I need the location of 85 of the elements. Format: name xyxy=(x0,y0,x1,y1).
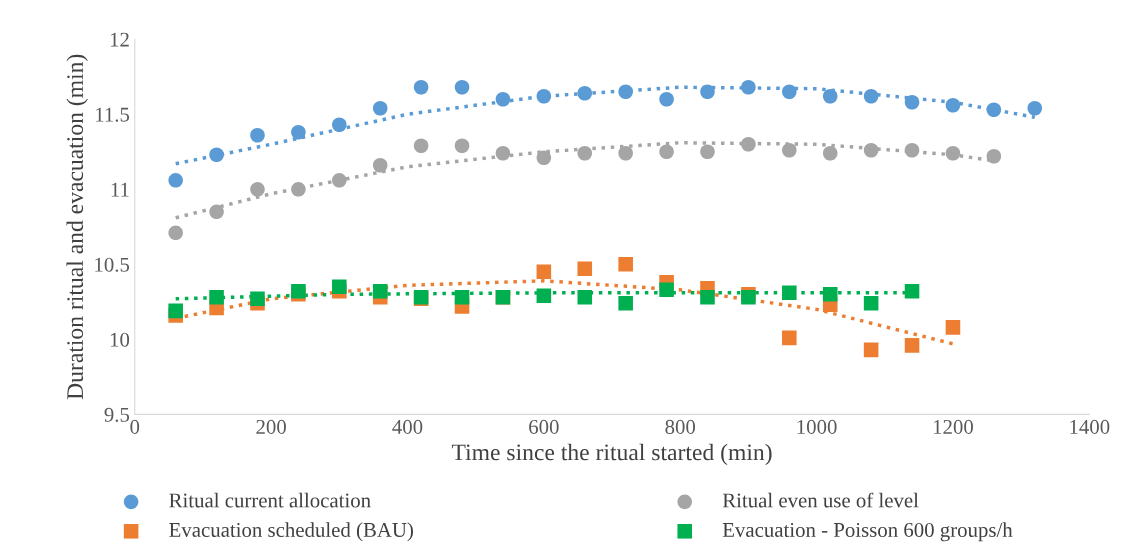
point xyxy=(536,288,552,304)
point xyxy=(291,124,306,140)
point xyxy=(372,157,388,173)
point xyxy=(741,136,756,152)
point xyxy=(863,142,879,158)
point xyxy=(413,79,429,95)
point xyxy=(577,85,593,101)
point xyxy=(332,117,347,133)
point xyxy=(577,290,593,305)
y-tick-label: 11 xyxy=(111,182,129,197)
point xyxy=(413,138,429,154)
y-tick-label: 9.5 xyxy=(104,407,130,422)
point xyxy=(577,261,593,277)
x-axis-title: Time since the ritual started (min) xyxy=(451,443,772,466)
point xyxy=(863,296,879,311)
point xyxy=(863,88,879,104)
x-tick-label: 1400 xyxy=(1070,419,1110,434)
point xyxy=(782,330,797,346)
x-tick-label: 0 xyxy=(130,419,140,434)
point xyxy=(700,84,715,100)
x-tick-label: 1200 xyxy=(933,419,973,434)
point xyxy=(945,97,961,113)
point xyxy=(904,94,920,110)
point xyxy=(209,147,224,163)
point xyxy=(945,145,961,161)
point xyxy=(618,145,633,161)
point xyxy=(822,145,838,161)
y-tick-label: 10.5 xyxy=(95,257,130,272)
point xyxy=(536,88,552,104)
point xyxy=(332,279,347,295)
point xyxy=(822,88,838,104)
point xyxy=(904,142,920,158)
y-tick-label: 10 xyxy=(110,332,130,347)
point xyxy=(986,148,1002,164)
point xyxy=(659,144,674,160)
point xyxy=(1027,100,1043,116)
point xyxy=(577,145,593,161)
point xyxy=(659,282,674,298)
point xyxy=(536,264,552,280)
point xyxy=(659,91,674,107)
point xyxy=(618,84,633,100)
x-tick-label: 1000 xyxy=(797,419,837,434)
point xyxy=(250,127,265,143)
point xyxy=(700,290,715,305)
point xyxy=(372,100,388,116)
point xyxy=(209,204,224,220)
point xyxy=(291,182,306,197)
x-tick-label: 600 xyxy=(529,419,559,434)
point xyxy=(904,284,920,299)
point xyxy=(618,296,633,311)
point xyxy=(495,145,511,161)
point xyxy=(332,172,347,188)
y-axis-title: Duration ritual and evacuation (min) xyxy=(66,54,88,400)
point xyxy=(168,303,183,319)
x-tick-label: 200 xyxy=(256,419,286,434)
x-tick-label: 800 xyxy=(665,419,696,434)
legend-label: Ritual even use of level xyxy=(722,492,919,508)
point xyxy=(168,225,183,241)
point xyxy=(250,291,265,307)
point xyxy=(782,285,797,301)
point xyxy=(536,150,552,166)
point xyxy=(250,182,265,197)
point xyxy=(822,287,838,302)
point xyxy=(618,257,633,272)
legend-label: Ritual current allocation xyxy=(169,492,371,508)
legend-label: Evacuation - Poisson 600 groups/h xyxy=(722,522,1013,542)
point xyxy=(372,284,388,299)
point xyxy=(986,102,1002,118)
point xyxy=(209,290,224,305)
point xyxy=(495,91,511,107)
y-tick-label: 11.5 xyxy=(96,107,130,122)
point xyxy=(904,338,920,353)
point xyxy=(863,342,879,358)
point xyxy=(454,79,470,95)
point xyxy=(782,142,797,158)
point xyxy=(782,84,797,100)
legend-label: Evacuation scheduled (BAU) xyxy=(169,522,413,542)
y-tick-label: 12 xyxy=(110,32,129,47)
point xyxy=(741,79,756,95)
point xyxy=(454,138,470,154)
point xyxy=(700,144,715,160)
point xyxy=(168,172,183,188)
x-tick-label: 400 xyxy=(392,419,423,434)
point xyxy=(454,290,470,305)
point xyxy=(945,320,961,335)
